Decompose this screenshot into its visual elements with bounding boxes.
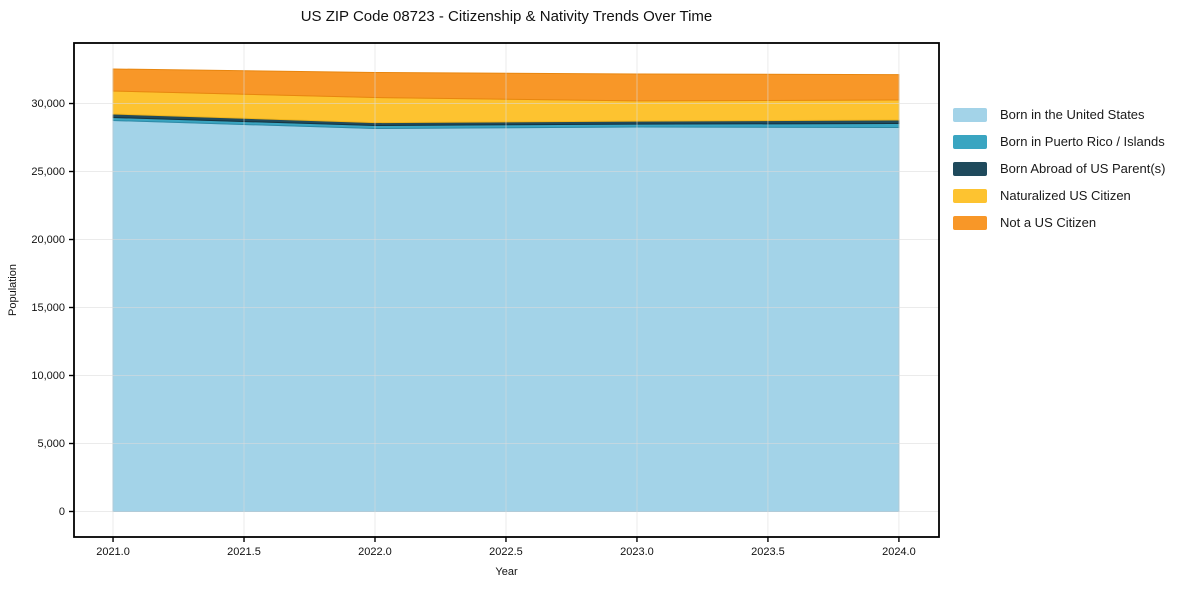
legend-label: Not a US Citizen: [1000, 215, 1097, 230]
legend: Born in the United States Born in Puerto …: [953, 101, 1165, 236]
legend-label: Born in Puerto Rico / Islands: [1000, 134, 1165, 149]
legend-label: Born in the United States: [1000, 107, 1145, 122]
y-tick-label: 0: [58, 505, 65, 518]
y-tick-label: 5,000: [37, 437, 65, 450]
chart-title: US ZIP Code 08723 - Citizenship & Nativi…: [300, 8, 713, 25]
y-tick-label: 10,000: [31, 369, 65, 382]
legend-swatch-born-in-puerto-rico-islands: [953, 134, 987, 149]
legend-swatch-naturalized-us-citizen: [953, 188, 987, 203]
legend-swatch-born-in-the-united-states: [953, 107, 987, 122]
y-tick-label: 20,000: [31, 233, 65, 246]
legend-label: Born Abroad of US Parent(s): [1000, 161, 1166, 176]
x-tick-label: 2021.5: [227, 546, 261, 558]
x-tick-label: 2023.0: [620, 546, 654, 558]
legend-item-naturalized-us-citizen: Naturalized US Citizen: [953, 182, 1165, 209]
y-tick-label: 25,000: [31, 165, 65, 178]
legend-swatch-born-abroad-of-us-parent-s: [953, 161, 987, 176]
y-tick-label: 30,000: [31, 97, 65, 110]
x-tick-label: 2021.0: [96, 546, 130, 558]
x-tick-label: 2022.5: [489, 546, 523, 558]
y-tick-label: 15,000: [31, 301, 65, 314]
x-axis-label: Year: [495, 566, 518, 578]
y-axis-label: Population: [7, 264, 19, 316]
legend-swatch-not-a-us-citizen: [953, 215, 987, 230]
legend-item-born-in-the-united-states: Born in the United States: [953, 101, 1165, 128]
legend-item-born-in-puerto-rico-islands: Born in Puerto Rico / Islands: [953, 128, 1165, 155]
legend-label: Naturalized US Citizen: [1000, 188, 1131, 203]
x-tick-label: 2023.5: [751, 546, 785, 558]
legend-item-born-abroad-of-us-parent-s: Born Abroad of US Parent(s): [953, 155, 1165, 182]
x-tick-label: 2024.0: [882, 546, 916, 558]
legend-item-not-a-us-citizen: Not a US Citizen: [953, 209, 1165, 236]
x-tick-label: 2022.0: [358, 546, 392, 558]
